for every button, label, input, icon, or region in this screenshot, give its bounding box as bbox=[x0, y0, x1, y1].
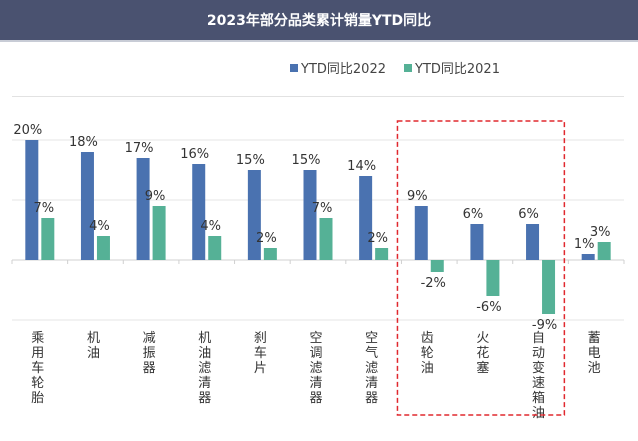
chart-title: 2023年部分品类累计销量YTD同比 bbox=[0, 0, 638, 42]
bar-2022 bbox=[80, 152, 94, 260]
bar-2021 bbox=[41, 218, 55, 260]
bar-2022 bbox=[25, 140, 39, 260]
category-label: 减振器 bbox=[143, 331, 156, 376]
bar-2021 bbox=[208, 236, 222, 260]
data-label: 4% bbox=[200, 219, 221, 234]
category-label: 机油滤清器 bbox=[198, 331, 211, 406]
bar-2022 bbox=[581, 254, 595, 260]
bar-2022 bbox=[136, 158, 150, 260]
category-label: 火花塞 bbox=[476, 331, 489, 376]
bar-2021 bbox=[597, 242, 611, 260]
category-label: 蓄电池 bbox=[588, 331, 601, 376]
bar-2022 bbox=[414, 206, 428, 260]
data-label: 20% bbox=[13, 123, 42, 138]
data-label: -2% bbox=[421, 276, 446, 291]
data-label: 4% bbox=[89, 219, 110, 234]
bar-2021 bbox=[486, 260, 500, 296]
bar-2022 bbox=[359, 176, 373, 260]
data-label: 14% bbox=[347, 159, 376, 174]
data-label: 17% bbox=[125, 141, 154, 156]
legend-item-2022: YTD同比2022 bbox=[290, 58, 386, 77]
bar-2021 bbox=[375, 248, 389, 260]
data-label: 15% bbox=[236, 153, 265, 168]
data-label: -9% bbox=[532, 318, 557, 333]
bar-2022 bbox=[526, 224, 540, 260]
legend-swatch-2022 bbox=[290, 63, 299, 72]
bar-2021 bbox=[152, 206, 166, 260]
data-label: 15% bbox=[292, 153, 321, 168]
highlight-box bbox=[396, 120, 566, 416]
category-label: 机油 bbox=[87, 331, 100, 361]
category-label: 空调滤清器 bbox=[309, 331, 322, 406]
legend-label-2021: YTD同比2021 bbox=[415, 62, 500, 77]
bar-2021 bbox=[430, 260, 444, 272]
bar-2021 bbox=[263, 248, 277, 260]
data-label: 2% bbox=[256, 231, 277, 246]
data-label: 2% bbox=[367, 231, 388, 246]
bar-2022 bbox=[470, 224, 484, 260]
data-label: 6% bbox=[518, 207, 539, 222]
data-label: 18% bbox=[69, 135, 98, 150]
data-label: 7% bbox=[34, 201, 55, 216]
category-label: 乘用车轮胎 bbox=[31, 331, 44, 406]
data-label: 6% bbox=[463, 207, 484, 222]
legend-divider bbox=[12, 96, 624, 97]
bar-2021 bbox=[96, 236, 110, 260]
category-label: 空气滤清器 bbox=[365, 331, 378, 406]
data-label: 1% bbox=[574, 237, 595, 252]
data-label: -6% bbox=[476, 300, 501, 315]
category-label: 齿轮油 bbox=[421, 331, 434, 376]
legend-item-2021: YTD同比2021 bbox=[404, 58, 500, 77]
data-label: 3% bbox=[590, 225, 611, 240]
data-label: 7% bbox=[312, 201, 333, 216]
legend-label-2022: YTD同比2022 bbox=[301, 62, 386, 77]
bar-2022 bbox=[247, 170, 261, 260]
legend-swatch-2021 bbox=[404, 63, 412, 72]
legend: YTD同比2022 YTD同比2021 bbox=[76, 58, 638, 77]
data-label: 9% bbox=[145, 189, 166, 204]
bar-2022 bbox=[303, 170, 317, 260]
bar-2021 bbox=[542, 260, 556, 314]
bar-2021 bbox=[319, 218, 333, 260]
category-label: 刹车片 bbox=[254, 331, 267, 376]
data-label: 16% bbox=[180, 147, 209, 162]
data-label: 9% bbox=[407, 189, 428, 204]
bar-2022 bbox=[192, 164, 206, 260]
category-label: 自动变速箱油 bbox=[532, 331, 545, 421]
